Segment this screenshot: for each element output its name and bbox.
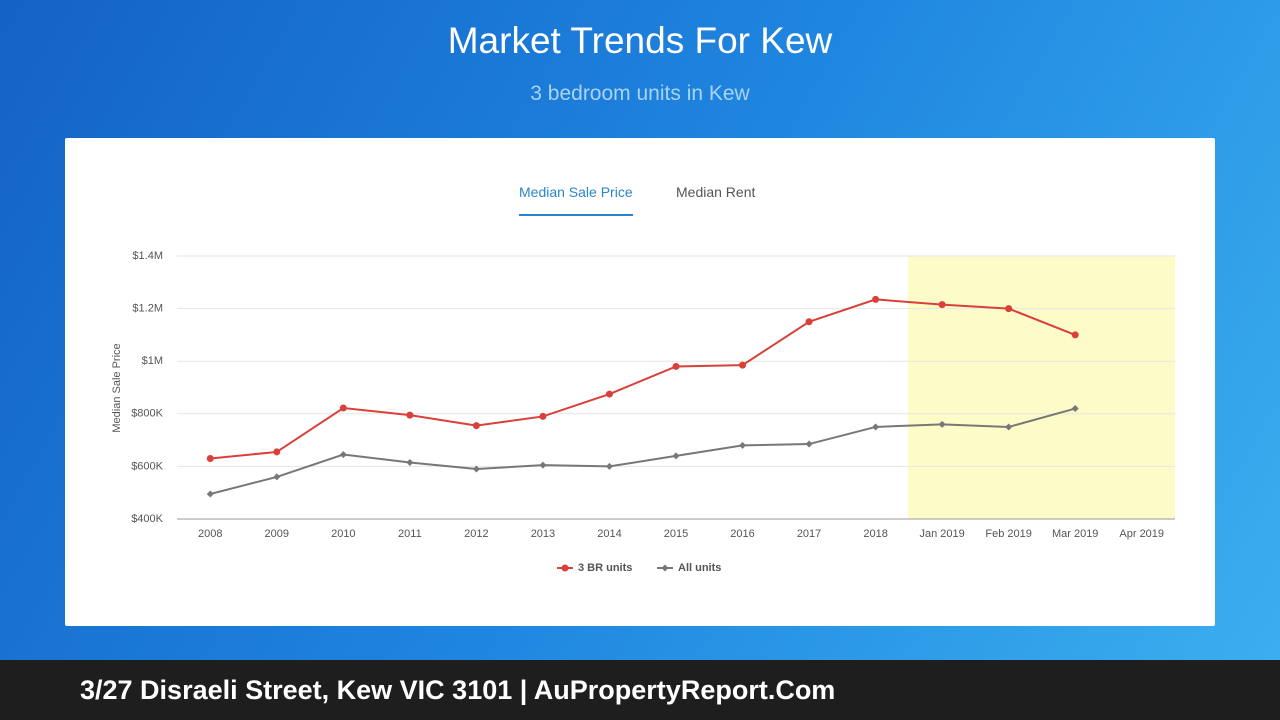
- point: [406, 411, 414, 419]
- legend-label: 3 BR units: [578, 562, 632, 574]
- point: [605, 462, 613, 470]
- x-tick-label: Mar 2019: [1052, 528, 1098, 540]
- point: [273, 473, 281, 481]
- y-tick-label: $1M: [142, 355, 163, 367]
- point: [472, 465, 480, 473]
- point: [1005, 305, 1013, 313]
- x-tick-label: 2008: [198, 528, 222, 540]
- x-tick-label: Jan 2019: [920, 528, 965, 540]
- point: [539, 461, 547, 469]
- point: [472, 422, 480, 430]
- x-tick-label: 2010: [331, 528, 355, 540]
- point: [805, 440, 813, 448]
- point: [805, 318, 813, 326]
- x-tick-label: 2015: [664, 528, 688, 540]
- footer-text: 3/27 Disraeli Street, Kew VIC 3101 | AuP…: [80, 675, 836, 705]
- x-tick-label: Feb 2019: [985, 528, 1031, 540]
- x-tick-label: 2018: [863, 528, 887, 540]
- point: [938, 301, 946, 309]
- x-tick-label: 2011: [398, 528, 422, 540]
- series-line: [210, 298, 1076, 460]
- point: [605, 390, 613, 398]
- x-tick-label: 2013: [531, 528, 555, 540]
- y-tick-label: $400K: [131, 513, 163, 525]
- tab[interactable]: Median Rent: [676, 184, 756, 200]
- x-tick-label: 2016: [730, 528, 754, 540]
- y-tick-label: $800K: [131, 408, 163, 420]
- point: [273, 448, 281, 456]
- chart-card: Median Sale Price Median Rent Median Sal…: [65, 138, 1215, 626]
- point: [739, 361, 747, 369]
- series-line: [210, 407, 1076, 495]
- point: [339, 404, 347, 412]
- point: [1071, 331, 1079, 339]
- tab[interactable]: Median Sale Price: [519, 184, 633, 216]
- point: [206, 490, 214, 498]
- y-tick-label: $1.4M: [132, 250, 163, 262]
- point: [739, 441, 747, 449]
- point: [672, 362, 680, 370]
- page-subtitle: 3 bedroom units in Kew: [530, 82, 750, 105]
- point: [206, 455, 214, 463]
- point: [1005, 423, 1013, 431]
- x-tick-label: 2009: [265, 528, 289, 540]
- y-tick-label: $600K: [131, 460, 163, 472]
- chart: Median Sale Price $400K $600K $800K $1M $1.2…: [111, 250, 1175, 574]
- point: [938, 420, 946, 428]
- point: [872, 295, 880, 303]
- y-axis-label: Median Sale Price: [111, 343, 123, 432]
- point: [1071, 405, 1079, 413]
- point: [872, 423, 880, 431]
- point: [339, 451, 347, 459]
- point: [561, 564, 569, 572]
- point: [672, 452, 680, 460]
- x-tick-label: 2017: [797, 528, 821, 540]
- y-tick-label: $1.2M: [132, 303, 163, 315]
- x-tick-label: Apr 2019: [1119, 528, 1164, 540]
- highlight-region: [908, 256, 1175, 519]
- x-tick-label: 2012: [464, 528, 488, 540]
- page-title: Market Trends For Kew: [447, 20, 833, 61]
- point: [539, 412, 547, 420]
- legend-label: All units: [678, 562, 721, 574]
- point: [406, 458, 414, 466]
- point: [661, 564, 669, 572]
- footer: 3/27 Disraeli Street, Kew VIC 3101 | AuP…: [0, 660, 1280, 720]
- x-tick-label: 2014: [597, 528, 621, 540]
